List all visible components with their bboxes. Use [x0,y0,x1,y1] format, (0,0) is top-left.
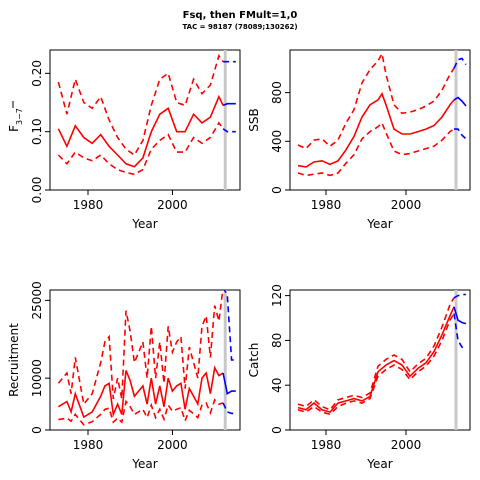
series-estimate [57,365,224,419]
y-axis-label: Catch [247,343,261,378]
y-tick-label: 10000 [30,359,44,397]
y-tick-label: 0.10 [30,118,44,145]
y-tick-label: 0 [30,426,44,434]
chart-title: Fsq, then FMult=1,0 [182,10,298,21]
y-tick-label: 40 [270,378,284,393]
y-tick-label: 0.20 [30,60,44,87]
projection-estimate [453,306,467,325]
x-tick-label: 1980 [73,198,104,212]
x-axis-label: Year [366,457,392,471]
series-upper-ci [297,297,455,411]
series-upper-ci [297,51,455,150]
series-upper-ci [57,290,224,406]
panel-2: 1980 2000 Year 0 400 800 SSB [247,49,471,231]
panel-4: 1980 2000 Year 0 40 80 120 Catch [247,284,471,471]
y-tick-label: 800 [270,81,284,104]
series-lower-ci [297,313,455,416]
x-axis-label: Year [366,217,392,231]
chart-subtitle: TAC = 98187 (78089;130262) [182,23,298,31]
series-estimate [297,306,455,414]
y-axis-label: F3−7 [7,108,24,132]
x-tick-label: 1980 [311,438,342,452]
y-axis-label: Recruitment [7,323,21,397]
projection-lower-ci [454,128,467,140]
x-tick-label: 2000 [391,198,422,212]
y-tick-label: 0.00 [30,177,44,204]
series-lower-ci [58,398,224,426]
series-estimate [57,94,224,168]
x-axis-label: Year [131,457,157,471]
series-estimate [297,92,455,168]
plot-frame [289,49,471,191]
projection-upper-ci [223,290,236,361]
projection-estimate [222,372,236,395]
x-tick-label: 2000 [391,438,422,452]
y-tick-label: 25000 [30,281,44,319]
projection-lower-ci [453,313,467,351]
plot-frame [49,49,241,191]
y-axis-label: SSB [247,108,261,131]
plot-frame [289,289,471,431]
projection-lower-ci [222,402,236,415]
series-upper-ci [57,53,224,157]
x-tick-label: 1980 [311,198,342,212]
x-tick-label: 2000 [157,438,188,452]
y-tick-label: 0 [270,426,284,434]
projection-estimate [453,96,467,107]
plot-area [297,290,467,430]
plot-area [297,50,467,190]
x-axis-label: Year [131,217,157,231]
plot-area [57,290,236,430]
series-lower-ci [57,121,224,176]
projection-upper-ci [453,293,466,299]
y-tick-label: 0 [270,186,284,194]
x-tick-label: 2000 [157,198,188,212]
y-tick-label: 120 [270,284,284,307]
projection-lower-ci [222,128,236,133]
y-tick-label: 80 [270,333,284,348]
plot-frame [49,289,241,431]
projection-upper-ci [453,57,467,69]
x-tick-label: 1980 [73,438,104,452]
plot-area [57,50,236,190]
y-tick-label: 400 [270,130,284,153]
series-lower-ci [297,121,455,177]
projection-estimate [222,102,236,107]
